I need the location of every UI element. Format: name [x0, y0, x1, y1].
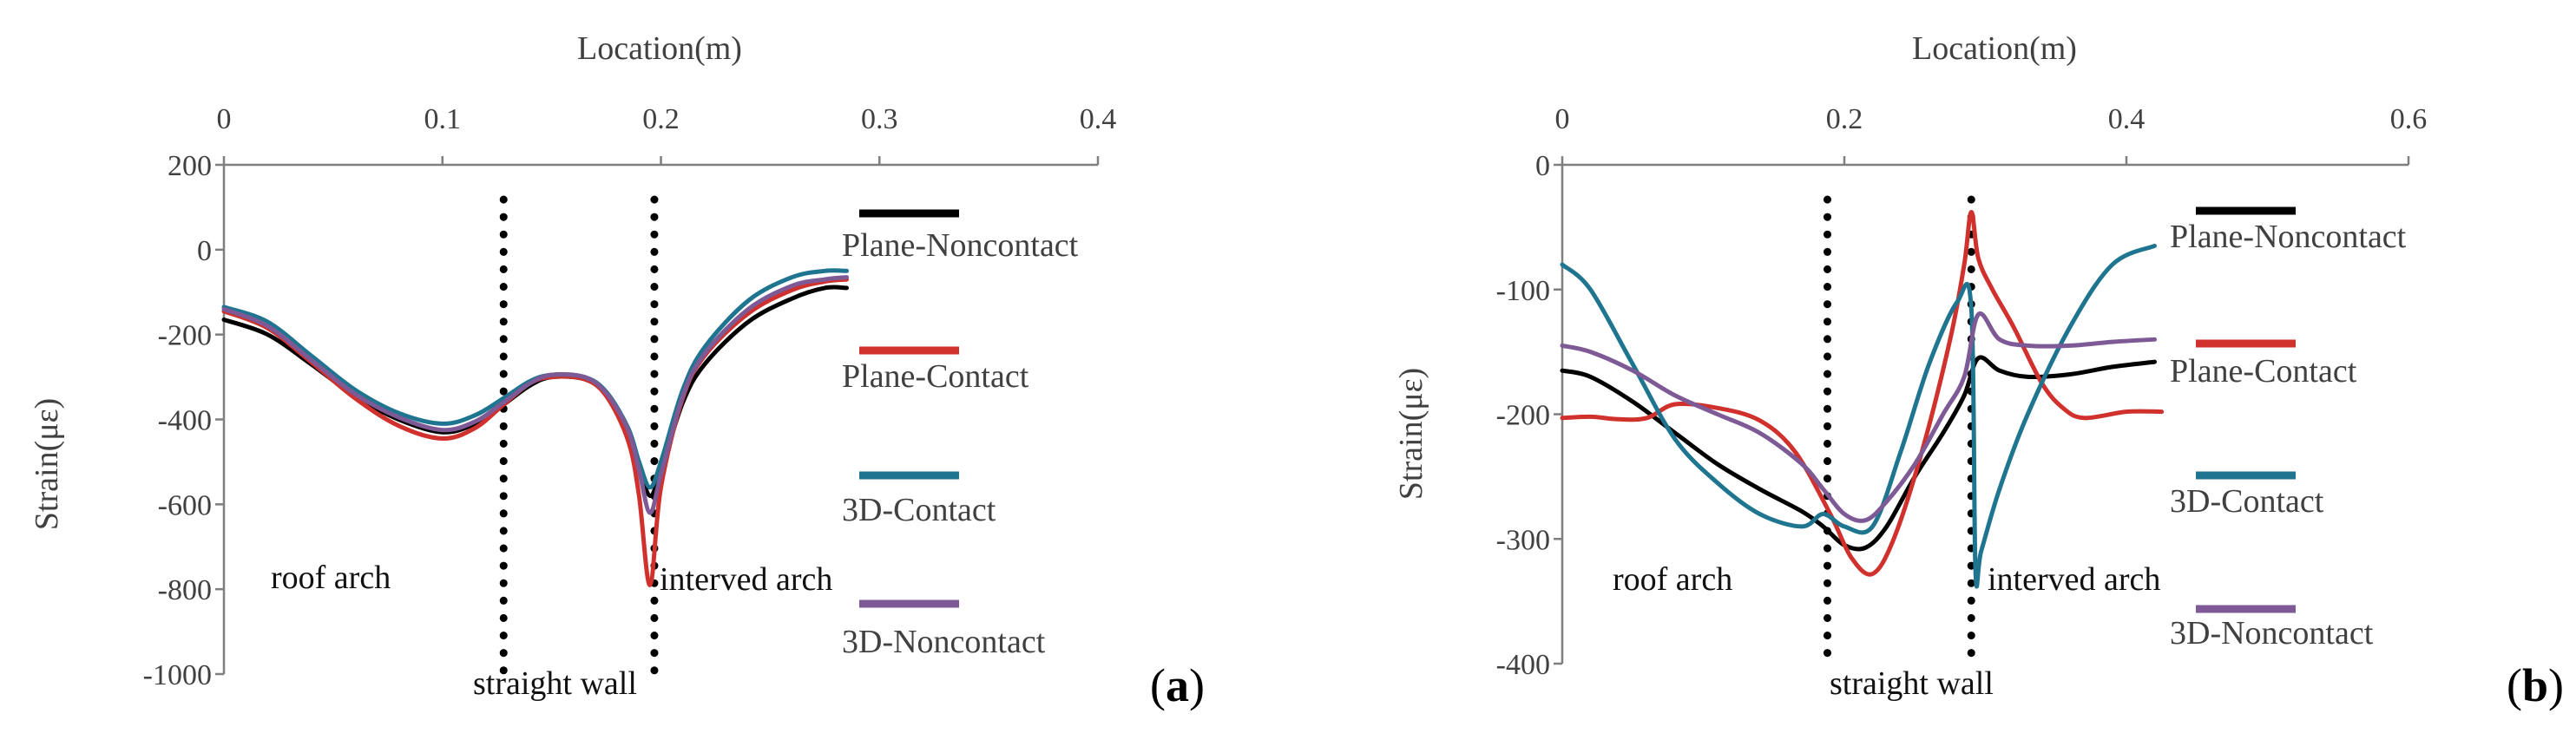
chart-b-legend-label-1: Plane-Contact: [2170, 353, 2357, 390]
chart-a-y-tick-label: -600: [158, 489, 212, 521]
chart-a-panel-label: (a): [1150, 659, 1205, 711]
chart-b-axes: [1554, 156, 2410, 665]
chart-b-series-line-3d-contact: [1560, 243, 2157, 589]
chart-b-dotted-lines: [1824, 195, 1975, 672]
chart-b-annotation-straight-wall: straight wall: [1830, 665, 1994, 702]
chart-b-y-axis-title: Strain(με): [1393, 368, 1429, 500]
chart-b-y-tick-label: 0: [1535, 150, 1550, 182]
chart-b-x-tick-label: 0.6: [2390, 103, 2428, 135]
chart-b-series-line-3d-noncontact: [1560, 311, 2157, 523]
chart-a-series-line-plane-noncontact: [221, 285, 849, 498]
chart-panel-a: Location(m) Strain(με) 0 0.1 0.2 0.3 0.42000…: [29, 30, 1205, 711]
chart-a-y-axis-title: Strain(με): [29, 398, 65, 530]
chart-a-annotation-interved-arch: interved arch: [660, 561, 832, 598]
chart-b-x-tick-label: 0: [1555, 103, 1570, 135]
chart-a-x-tick-label: 0: [217, 103, 232, 135]
chart-b-y-tick-label: -300: [1496, 524, 1550, 556]
chart-a-legend-label-1: Plane-Contact: [842, 358, 1029, 395]
chart-a-annotation-roof-arch: roof arch: [271, 560, 391, 596]
chart-b-x-axis-title: Location(m): [1912, 30, 2077, 67]
chart-b-tick-labels: 0 0.2 0.4 0.6 0 -100 -200 -300 -400: [1496, 103, 2428, 681]
chart-b-y-tick-label: -200: [1496, 400, 1550, 432]
chart-b-x-tick-label: 0.4: [2108, 103, 2146, 135]
chart-b-legend-label-2: 3D-Contact: [2170, 483, 2324, 520]
chart-a-x-tick-label: 0.4: [1080, 103, 1117, 135]
chart-a-x-tick-label: 0.2: [642, 103, 680, 135]
chart-panel-b: Location(m) Strain(με) 0 0.2 0.4 0.6 0 -100 -2…: [1393, 30, 2564, 711]
chart-a-series-line-3d-noncontact: [221, 275, 849, 515]
chart-a-x-tick-label: 0.3: [861, 103, 898, 135]
chart-b-y-tick-label: -100: [1496, 275, 1550, 307]
chart-b-legend-label-0: Plane-Noncontact: [2170, 219, 2407, 255]
chart-a-legend-label-3: 3D-Noncontact: [842, 624, 1046, 660]
chart-b-series-line-plane-noncontact: [1560, 355, 2157, 552]
chart-a-legend: Plane-Noncontact Plane-Contact 3D-Contac…: [842, 209, 1079, 660]
chart-a-x-axis-title: Location(m): [577, 30, 742, 67]
chart-a-y-tick-label: -1000: [143, 659, 212, 691]
chart-a-legend-label-0: Plane-Noncontact: [842, 227, 1079, 264]
chart-a-y-tick-label: -800: [158, 574, 212, 606]
chart-b-annotation-roof-arch: roof arch: [1613, 561, 1732, 598]
chart-a-annotations: roof arch straight wall interved arch: [271, 560, 832, 702]
chart-a-y-tick-label: -200: [158, 320, 212, 352]
chart-a-x-tick-label: 0.1: [424, 103, 462, 135]
chart-a-y-tick-label: 0: [197, 235, 212, 267]
chart-a-series-group: [221, 268, 849, 587]
chart-b-panel-label: (b): [2507, 659, 2564, 711]
chart-b-series-group: [1560, 210, 2165, 589]
chart-a-y-tick-label: -400: [158, 405, 212, 437]
chart-a-dotted-lines: [499, 195, 659, 683]
chart-b-legend-label-3: 3D-Noncontact: [2170, 615, 2374, 652]
chart-b-annotation-interved-arch: interved arch: [1988, 561, 2160, 598]
chart-a-axes: [215, 156, 1100, 676]
chart-a-legend-label-2: 3D-Contact: [842, 492, 996, 528]
chart-b-x-tick-label: 0.2: [1826, 103, 1863, 135]
chart-b-legend: Plane-Noncontact Plane-Contact 3D-Contac…: [2170, 206, 2407, 652]
chart-b-annotations: roof arch straight wall interved arch: [1613, 561, 2160, 702]
chart-a-series-line-plane-contact: [221, 277, 849, 587]
chart-a-y-tick-label: 200: [168, 150, 212, 182]
chart-a-annotation-straight-wall: straight wall: [473, 665, 637, 702]
chart-b-y-tick-label: -400: [1496, 649, 1550, 681]
